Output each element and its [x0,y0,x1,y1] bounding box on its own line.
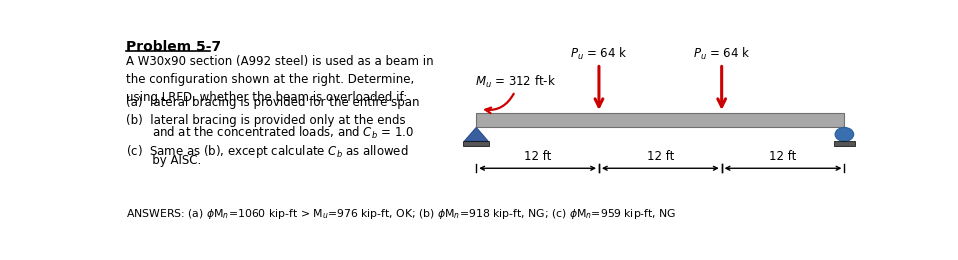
Text: 12 ft: 12 ft [647,150,674,163]
Text: (a)  lateral bracing is provided for the entire span: (a) lateral bracing is provided for the … [125,96,420,109]
Text: A W30x90 section (A992 steel) is used as a beam in
the configuration shown at th: A W30x90 section (A992 steel) is used as… [125,55,434,104]
Text: $P_u$ = 64 k: $P_u$ = 64 k [693,46,750,62]
Text: $P_u$ = 64 k: $P_u$ = 64 k [570,46,627,62]
Bar [463,141,490,146]
Bar [476,113,844,127]
Text: 12 ft: 12 ft [769,150,797,163]
Polygon shape [465,127,489,141]
Text: 12 ft: 12 ft [524,150,551,163]
Text: Problem 5-7: Problem 5-7 [125,41,221,54]
Text: and at the concentrated loads, and $C_b$ = 1.0: and at the concentrated loads, and $C_b$… [125,125,414,141]
Text: $M_u$ = 312 ft-k: $M_u$ = 312 ft-k [475,74,556,90]
Text: ANSWERS: (a) $\phi$M$_n$=1060 kip-ft > M$_u$=976 kip-ft, OK; (b) $\phi$M$_n$=918: ANSWERS: (a) $\phi$M$_n$=1060 kip-ft > M… [125,207,676,221]
Text: (b)  lateral bracing is provided only at the ends: (b) lateral bracing is provided only at … [125,114,405,127]
Bar [833,141,855,146]
Text: by AISC.: by AISC. [125,154,201,167]
Text: (c)  Same as (b), except calculate $C_b$ as allowed: (c) Same as (b), except calculate $C_b$ … [125,143,408,160]
Ellipse shape [835,127,854,141]
